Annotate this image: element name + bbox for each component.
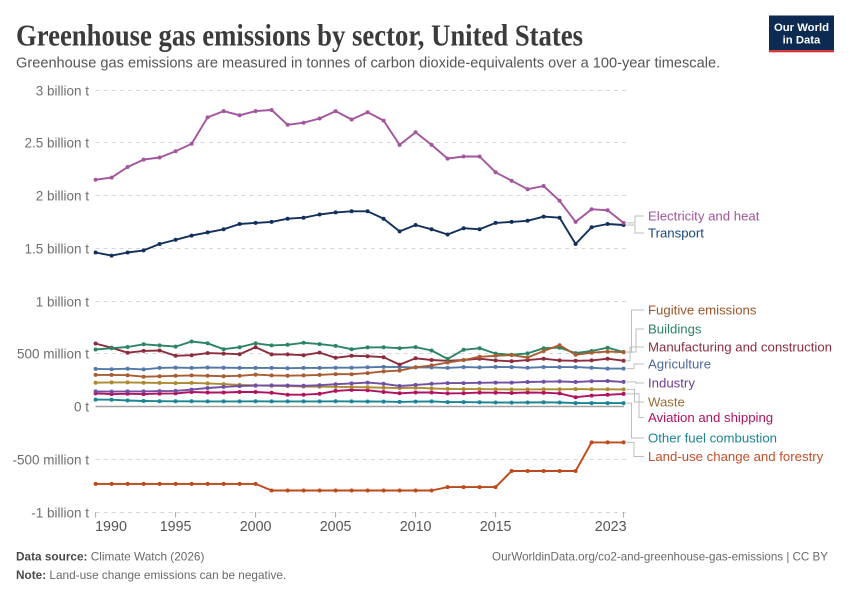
svg-text:Data source: Climate Watch (20: Data source: Climate Watch (2026) xyxy=(16,550,204,564)
svg-text:500 million t: 500 million t xyxy=(17,346,89,361)
svg-text:Transport: Transport xyxy=(648,226,704,241)
svg-text:3 billion t: 3 billion t xyxy=(36,83,90,98)
svg-text:Agriculture: Agriculture xyxy=(648,357,711,372)
svg-text:2000: 2000 xyxy=(240,519,272,535)
svg-text:Note: Land-use change emission: Note: Land-use change emissions can be n… xyxy=(16,568,286,582)
svg-text:Buildings: Buildings xyxy=(648,322,702,337)
svg-text:-500 million t: -500 million t xyxy=(12,452,89,467)
svg-text:0 t: 0 t xyxy=(74,399,89,414)
svg-text:Our World: Our World xyxy=(774,22,829,34)
svg-text:Land-use change and forestry: Land-use change and forestry xyxy=(648,449,824,464)
svg-text:Industry: Industry xyxy=(648,376,695,391)
svg-text:1990: 1990 xyxy=(95,519,127,535)
svg-text:Waste: Waste xyxy=(648,395,685,410)
svg-text:Other fuel combustion: Other fuel combustion xyxy=(648,431,777,446)
svg-text:2.5 billion t: 2.5 billion t xyxy=(24,135,89,150)
svg-text:in Data: in Data xyxy=(783,34,821,46)
svg-text:Electricity and heat: Electricity and heat xyxy=(648,209,760,224)
svg-text:1.5 billion t: 1.5 billion t xyxy=(24,241,89,256)
svg-text:1 billion t: 1 billion t xyxy=(36,294,90,309)
svg-text:Manufacturing and construction: Manufacturing and construction xyxy=(648,340,832,355)
svg-text:Greenhouse gas emissions are m: Greenhouse gas emissions are measured in… xyxy=(16,56,720,72)
svg-text:2 billion t: 2 billion t xyxy=(36,188,90,203)
svg-text:OurWorldinData.org/co2-and-gre: OurWorldinData.org/co2-and-greenhouse-ga… xyxy=(492,551,828,564)
svg-text:2023: 2023 xyxy=(595,519,627,535)
svg-text:Greenhouse gas emissions by se: Greenhouse gas emissions by sector, Unit… xyxy=(16,18,583,53)
svg-text:1995: 1995 xyxy=(160,519,192,535)
svg-text:2015: 2015 xyxy=(480,519,512,535)
svg-text:2010: 2010 xyxy=(400,519,432,535)
svg-text:2005: 2005 xyxy=(320,519,352,535)
svg-text:Aviation and shipping: Aviation and shipping xyxy=(648,410,773,425)
svg-text:Fugitive emissions: Fugitive emissions xyxy=(648,303,757,318)
svg-text:-1 billion t: -1 billion t xyxy=(31,505,89,520)
